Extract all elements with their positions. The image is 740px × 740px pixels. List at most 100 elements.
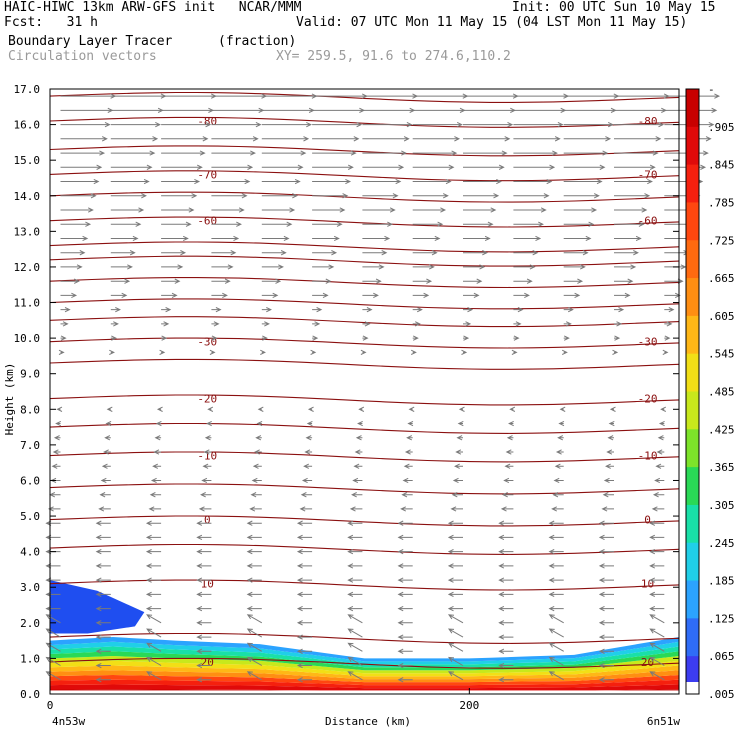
wind-vector [513,335,520,341]
wind-vector [95,634,111,640]
wind-vector [355,435,363,441]
wind-vector [246,534,262,541]
wind-vector [47,506,61,512]
wind-vector [296,620,313,626]
wind-vector [312,150,357,156]
x-end-label-left: 4n53w [52,715,85,728]
wind-vector [563,93,620,99]
wind-vector [614,150,659,156]
wind-vector [296,577,313,583]
wind-vector [56,406,63,412]
wind-vector [498,577,514,583]
wind-vector [60,250,86,256]
wind-vector [362,250,388,256]
wind-vector [513,93,570,99]
wind-vector [246,671,263,681]
wind-vector [598,563,614,569]
y-tick-label: 1.0 [20,652,40,665]
y-tick-label: 4.0 [20,546,40,559]
wind-vector [296,662,313,669]
colorbar-label: .545 [708,348,735,361]
wind-vector [463,93,519,99]
wind-vector [153,449,162,455]
wind-vector [312,193,349,199]
temperature-contour [49,298,680,310]
wind-vector [109,349,115,355]
wind-vector [403,463,413,469]
wind-vector [614,221,645,227]
wind-vector [548,642,564,652]
wind-vector [60,278,80,284]
wind-vector [95,563,111,569]
wind-vector [257,406,264,412]
wind-vector [447,642,464,652]
wind-vector [296,634,313,640]
wind-vector [412,221,444,227]
wind-vector [196,563,212,569]
wind-vector [598,591,614,597]
wind-vector [152,463,162,469]
wind-vector [211,136,259,142]
wind-vector [362,307,373,313]
wind-vector [412,121,463,128]
wind-vector [614,278,634,284]
colorbar-cell [686,89,699,128]
wind-vector [161,292,178,299]
wind-vector [513,221,544,227]
wind-vector [347,642,363,652]
wind-vector [60,307,71,313]
contour-label: 0 [644,514,651,527]
colorbar-label: .785 [708,196,735,209]
wind-vector [196,605,212,612]
colorbar-cell [686,391,699,430]
wind-vector [614,321,623,327]
contour-label: -10 [197,450,217,463]
wind-vector [614,307,625,313]
wind-vector [397,648,413,654]
wind-vector [598,605,614,612]
wind-vector [161,178,201,185]
wind-vector [161,235,189,242]
wind-vector [447,520,463,526]
wind-vector [110,264,133,270]
wind-vector [660,406,667,412]
field-name: Boundary Layer Tracer [8,34,173,49]
wind-vector [246,563,262,569]
wind-vector [498,605,514,612]
wind-vector [412,321,421,327]
wind-vector [260,349,266,355]
wind-vector [95,591,111,597]
wind-vector [513,136,561,142]
wind-vector [49,492,61,498]
wind-vector [196,549,212,555]
colorbar-frame [685,88,700,695]
wind-vector [261,235,290,242]
colorbar-label: .065 [708,650,735,663]
wind-vector [410,349,417,355]
wind-vector [447,671,464,681]
wind-vector [261,150,307,156]
y-tick-label: 10.0 [14,332,41,345]
wind-vector [504,463,514,469]
wind-vector [412,292,430,299]
wind-vector [312,207,346,213]
wind-vector [196,534,212,541]
wind-vector [649,577,665,583]
colorbar-cell [686,126,699,166]
wind-vector [347,671,363,681]
wind-vector [312,264,335,270]
tracer-band [50,660,679,677]
wind-vector [612,349,619,355]
wind-vector [145,577,162,583]
wind-vector [548,577,564,583]
y-tick-label: 5.0 [20,510,40,523]
wind-vector [397,677,413,683]
wind-vector [649,671,665,681]
colorbar-label: .425 [708,423,735,436]
wind-vector [95,620,111,626]
wind-vector [246,656,263,666]
wind-vector [362,150,407,156]
colorbar-label: - [708,83,715,96]
wind-vector [558,420,565,427]
wind-vector [412,136,461,142]
